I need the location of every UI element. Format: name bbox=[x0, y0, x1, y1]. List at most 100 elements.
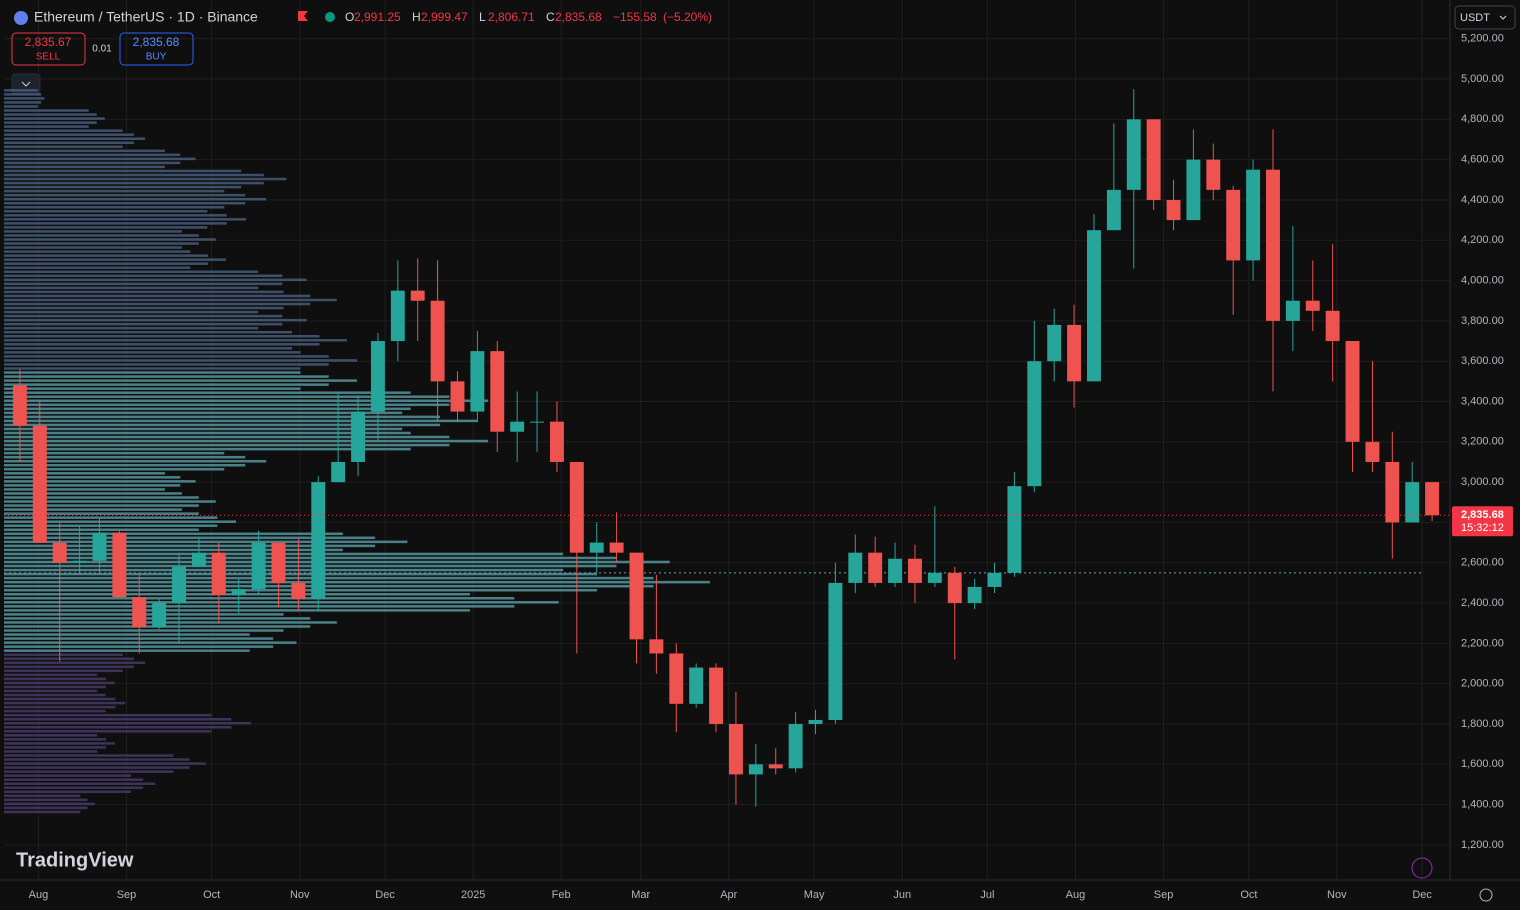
volume-profile-bar bbox=[4, 181, 264, 185]
x-tick-label: Aug bbox=[1066, 889, 1086, 901]
volume-profile-bar bbox=[4, 746, 107, 749]
volume-profile-bar bbox=[4, 391, 411, 394]
x-tick-label: Oct bbox=[203, 889, 220, 901]
volume-profile-bar bbox=[4, 286, 259, 290]
volume-profile-bar bbox=[4, 117, 105, 120]
candle-body bbox=[967, 586, 982, 604]
candle-body bbox=[92, 532, 107, 561]
volume-profile-bar bbox=[4, 673, 98, 677]
candle-body bbox=[172, 566, 186, 604]
candle-body bbox=[669, 653, 684, 704]
volume-profile-bar bbox=[4, 334, 320, 338]
volume-profile-bar bbox=[4, 423, 441, 427]
volume-profile-bar bbox=[4, 185, 242, 189]
volume-profile-bar bbox=[4, 246, 182, 249]
candle-body bbox=[1325, 310, 1340, 342]
volume-profile-bar bbox=[4, 254, 209, 257]
candle-body bbox=[331, 461, 346, 483]
volume-profile-bar bbox=[4, 455, 246, 459]
candle-body bbox=[609, 542, 624, 553]
ohlc-text: C bbox=[546, 10, 555, 24]
status-dot bbox=[325, 12, 335, 22]
volume-profile-bar bbox=[4, 782, 156, 785]
candle-body bbox=[927, 572, 942, 583]
candle-body bbox=[888, 558, 903, 583]
volume-profile-bar bbox=[4, 407, 411, 411]
volume-profile-bar bbox=[4, 556, 617, 560]
volume-profile-bar bbox=[4, 649, 250, 652]
volume-profile-bar bbox=[4, 193, 246, 197]
volume-profile-bar bbox=[4, 177, 287, 181]
volume-profile-bar bbox=[4, 93, 42, 96]
volume-profile-bar bbox=[4, 173, 264, 177]
candle-body bbox=[32, 425, 47, 543]
volume-profile-bar bbox=[4, 810, 81, 814]
candle-body bbox=[530, 421, 545, 423]
x-tick-label: Sep bbox=[1154, 889, 1174, 901]
candle-body bbox=[808, 719, 823, 724]
x-tick-label: Jun bbox=[893, 889, 911, 901]
candle-body bbox=[1027, 361, 1042, 487]
candle-body bbox=[788, 723, 803, 769]
candle-body bbox=[12, 385, 27, 426]
buy-label: BUY bbox=[146, 52, 167, 63]
candle-body bbox=[132, 597, 147, 628]
volume-profile-bar bbox=[4, 238, 216, 241]
candle-body bbox=[351, 411, 366, 462]
volume-profile-bar bbox=[4, 355, 329, 358]
candle-body bbox=[1087, 230, 1101, 382]
x-tick-label: Aug bbox=[29, 889, 49, 901]
countdown: 15:32:12 bbox=[1461, 522, 1504, 534]
volume-profile-bar bbox=[4, 161, 181, 165]
volume-profile-bar bbox=[4, 290, 284, 294]
volume-profile-bar bbox=[4, 197, 267, 201]
candle-body bbox=[768, 764, 783, 769]
y-tick-label: 3,000.00 bbox=[1461, 476, 1504, 488]
volume-profile-bar bbox=[4, 310, 259, 314]
x-tick-label: Jul bbox=[980, 889, 994, 901]
sell-button[interactable] bbox=[11, 32, 86, 66]
volume-profile-bar bbox=[4, 580, 710, 584]
volume-profile-bar bbox=[4, 766, 190, 769]
flag bbox=[298, 11, 308, 21]
ohlc-text: (−5.20%) bbox=[663, 10, 712, 24]
settings-icon[interactable] bbox=[1479, 888, 1493, 902]
ohlc-text: 2,999.47 bbox=[421, 10, 468, 24]
candle-body bbox=[1206, 159, 1221, 190]
buy-button[interactable] bbox=[119, 32, 194, 66]
volume-profile-bar bbox=[4, 689, 98, 693]
currency-select[interactable] bbox=[1454, 5, 1516, 30]
candle-body bbox=[1126, 119, 1141, 190]
volume-profile-bar bbox=[4, 492, 182, 495]
volume-profile-bar bbox=[4, 532, 343, 536]
volume-profile-bar bbox=[4, 403, 450, 407]
y-tick-label: 4,600.00 bbox=[1461, 154, 1504, 166]
volume-profile-bar bbox=[4, 488, 165, 491]
volume-profile-bar bbox=[4, 794, 81, 798]
volume-profile-bar bbox=[4, 443, 450, 447]
volume-profile-bar bbox=[4, 97, 45, 100]
volume-profile-bar bbox=[4, 89, 38, 92]
x-tick-label: Dec bbox=[375, 889, 395, 901]
volume-profile-bar bbox=[4, 399, 489, 403]
volume-profile-bar bbox=[4, 411, 403, 415]
volume-profile-bar bbox=[4, 669, 123, 673]
y-tick-label: 3,200.00 bbox=[1461, 436, 1504, 448]
volume-profile-bar bbox=[4, 165, 165, 169]
volume-profile-bar bbox=[4, 141, 134, 145]
candle-body bbox=[1067, 324, 1082, 382]
volume-profile-bar bbox=[4, 520, 236, 523]
currency: USDT bbox=[1460, 12, 1490, 24]
candle-body bbox=[748, 764, 763, 775]
candle-body bbox=[1007, 486, 1022, 573]
volume-profile-bar bbox=[4, 621, 337, 624]
volume-profile-bar bbox=[4, 685, 107, 689]
coin-icon bbox=[14, 11, 28, 25]
candle-body bbox=[828, 582, 843, 720]
volume-profile-bar bbox=[4, 339, 347, 342]
volume-profile-bar bbox=[4, 597, 515, 600]
lightning-icon[interactable] bbox=[1411, 857, 1433, 879]
volume-profile-bar bbox=[4, 157, 196, 161]
chevron bbox=[1499, 15, 1507, 20]
